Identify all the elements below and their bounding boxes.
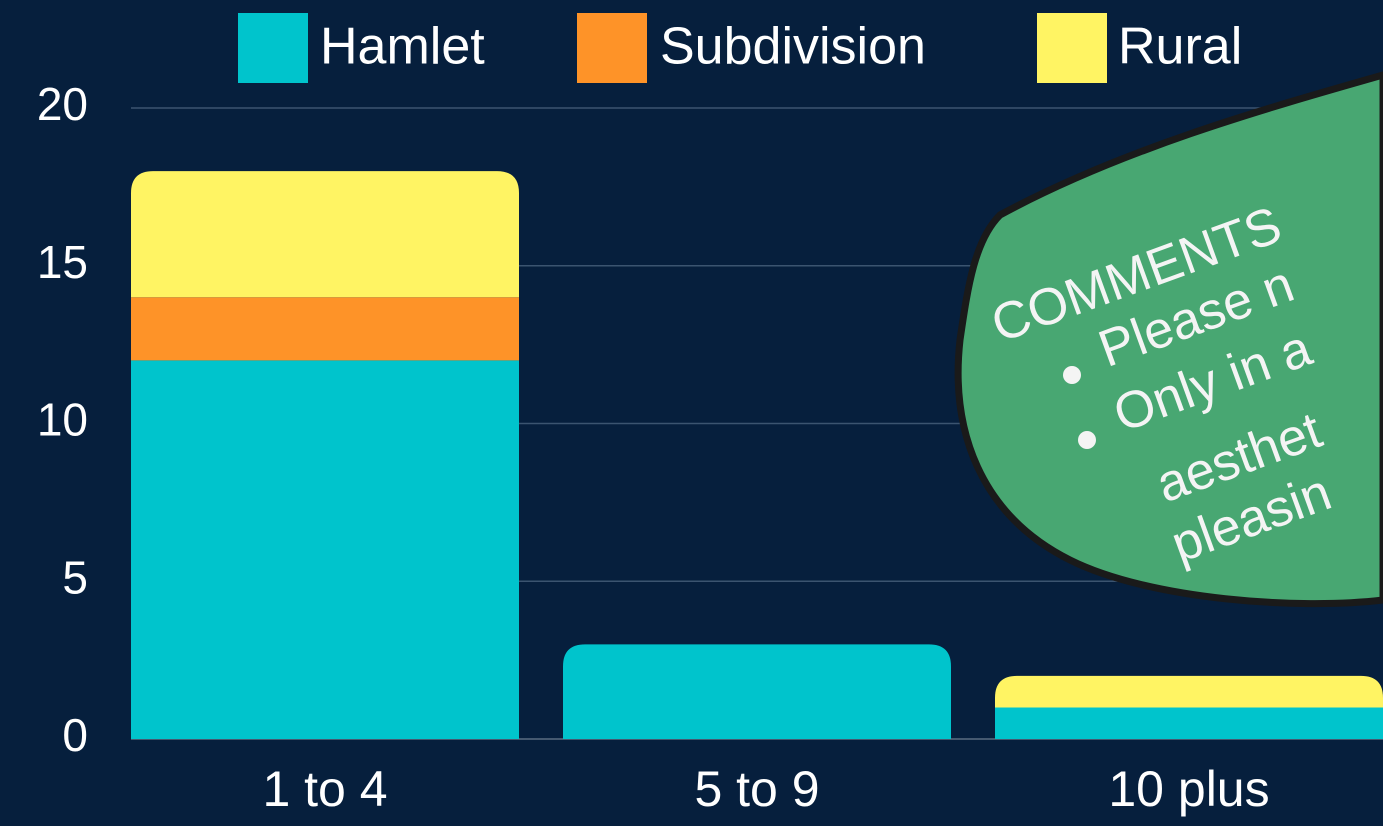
y-tick-label: 10 bbox=[37, 394, 88, 446]
bar-segment bbox=[131, 297, 519, 360]
chart: 0 5 10 15 20 Hamlet Subdivision Rural 1 to 4 5 to… bbox=[0, 0, 1383, 826]
bar-segment bbox=[995, 676, 1383, 708]
bar-segment bbox=[563, 644, 951, 739]
legend-swatch bbox=[1037, 13, 1107, 83]
bullet bbox=[1063, 366, 1081, 384]
legend-label: Subdivision bbox=[660, 18, 926, 76]
bar-segment bbox=[131, 171, 519, 297]
bar-segment bbox=[131, 360, 519, 739]
page: 0 5 10 15 20 Hamlet Subdivision Rural 1 to 4 5 to… bbox=[0, 0, 1383, 826]
legend-swatch bbox=[577, 13, 647, 83]
y-tick-label: 20 bbox=[37, 78, 88, 130]
bar-segment bbox=[995, 707, 1383, 739]
x-tick-label: 1 to 4 bbox=[262, 761, 387, 817]
legend-swatch bbox=[238, 13, 308, 83]
y-tick-label: 0 bbox=[62, 709, 88, 761]
x-tick-label: 10 plus bbox=[1108, 761, 1269, 817]
y-tick-label: 5 bbox=[62, 551, 88, 603]
legend-label: Rural bbox=[1118, 18, 1242, 76]
y-tick-label: 15 bbox=[37, 236, 88, 288]
bullet bbox=[1078, 431, 1096, 449]
x-tick-label: 5 to 9 bbox=[694, 761, 819, 817]
legend-label: Hamlet bbox=[320, 18, 485, 76]
